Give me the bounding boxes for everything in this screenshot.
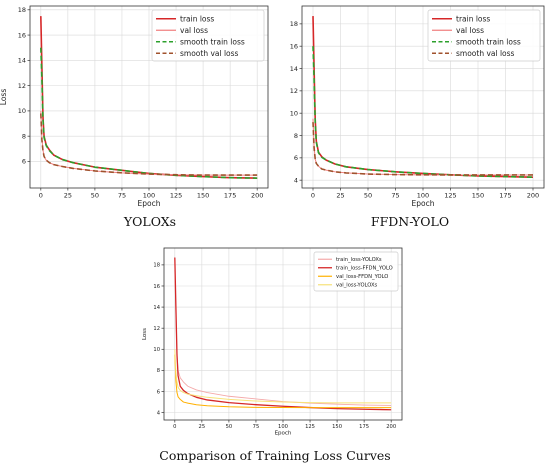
series-line-smooth-train-loss [40,47,258,179]
legend-label: val_loss-YOLOXs [336,283,378,289]
x-tick-label: 200 [527,192,539,200]
x-tick-label: 125 [170,192,182,200]
legend-label: train_loss-FFDN_YOLO [336,266,393,272]
x-tick-label: 0 [39,192,43,200]
x-tick-label: 100 [278,424,288,430]
y-tick-label: 16 [18,31,26,39]
legend-box [151,9,265,62]
y-tick-label: 10 [18,107,26,115]
y-tick-label: 8 [157,368,160,374]
x-axis-label: Epoch [138,199,161,208]
y-tick-label: 14 [18,57,26,65]
x-tick-label: 75 [391,192,399,200]
chart-svg: 0 25 50 75 100 125 150 175 200 4 6 8 10 12 14 16 18 Epoch… [290,5,545,208]
x-tick-label: 100 [417,192,429,200]
x-tick-label: 25 [336,192,344,200]
legend-label: smooth val loss [456,49,515,58]
y-tick-label: 12 [18,82,26,90]
x-tick-label: 0 [311,192,315,200]
x-tick-label: 175 [224,192,236,200]
x-tick-label: 25 [64,192,72,200]
y-axis-label: Loss [142,328,148,340]
legend-label: train_loss-YOLOXs [336,257,382,263]
ffdn-yolo-loss-chart: 0 25 50 75 100 125 150 175 200 4 6 8 10 12 14 16 18 Epoch… [276,0,548,212]
y-tick-label: 8 [22,132,26,140]
legend-label: val_loss-FFDN_YOLO [336,274,388,280]
y-tick-label: 10 [153,347,160,353]
x-tick-label: 200 [386,424,396,430]
legend-label: smooth train loss [180,37,245,46]
x-tick-label: 50 [226,424,233,430]
y-tick-label: 18 [153,263,160,269]
x-axis-label: Epoch [412,199,435,208]
y-tick-label: 18 [18,6,26,14]
series-line-val-loss-ffdn-yolo [174,354,392,409]
y-tick-label: 16 [290,42,298,50]
chart-svg: 0 25 50 75 100 125 150 175 200 4 6 8 10 12 14 16 18 Epoch… [142,247,403,437]
y-tick-label: 8 [294,132,298,140]
y-tick-label: 6 [294,154,298,162]
x-tick-label: 50 [91,192,99,200]
legend-label: train loss [180,14,214,23]
x-tick-label: 200 [251,192,263,200]
series-line-smooth-val-loss [40,113,258,176]
x-tick-label: 175 [499,192,511,200]
y-tick-label: 14 [153,305,160,311]
ffdn-yolo-caption: FFDN-YOLO [370,214,450,229]
x-tick-label: 150 [197,192,209,200]
x-tick-label: 75 [118,192,126,200]
yoloxs-loss-chart: 0 25 50 75 100 125 150 175 200 6 8 10 12 14 16 18 Epoch L… [0,0,272,212]
x-tick-label: 100 [143,192,155,200]
series-line-smooth-val-loss [312,122,533,176]
x-tick-label: 125 [305,424,315,430]
x-tick-label: 0 [173,424,176,430]
x-tick-label: 150 [332,424,342,430]
y-tick-label: 10 [290,109,298,117]
x-tick-label: 75 [253,424,260,430]
y-tick-label: 4 [157,410,161,416]
y-tick-label: 12 [153,326,160,332]
legend-label: val loss [180,26,208,35]
comparison-loss-chart: 0 25 50 75 100 125 150 175 200 4 6 8 10 12 14 16 18 Epoch… [140,240,410,442]
x-axis-label: Epoch [275,431,292,437]
x-tick-label: 125 [444,192,456,200]
y-tick-label: 12 [290,87,298,95]
x-tick-label: 50 [364,192,372,200]
x-tick-label: 150 [472,192,484,200]
legend-box [427,9,541,62]
chart-svg: 0 25 50 75 100 125 150 175 200 6 8 10 12 14 16 18 Epoch L… [0,5,269,208]
legend-box [313,251,399,292]
y-tick-label: 4 [294,176,298,184]
y-tick-label: 6 [157,389,160,395]
y-tick-label: 18 [290,20,298,28]
legend-label: smooth train loss [456,37,521,46]
legend-label: val loss [456,26,484,35]
y-tick-label: 6 [22,158,26,166]
yoloxs-caption: YOLOXs [123,214,177,229]
legend-label: train loss [456,14,490,23]
y-axis-label: Loss [0,89,8,106]
x-tick-label: 175 [359,424,369,430]
legend-label: smooth val loss [180,49,239,58]
series-line-val-loss-yoloxs [174,349,392,404]
y-tick-label: 14 [290,65,298,73]
x-tick-label: 25 [199,424,206,430]
comparison-caption: Comparison of Training Loss Curves [159,448,391,463]
y-tick-label: 16 [153,284,160,290]
